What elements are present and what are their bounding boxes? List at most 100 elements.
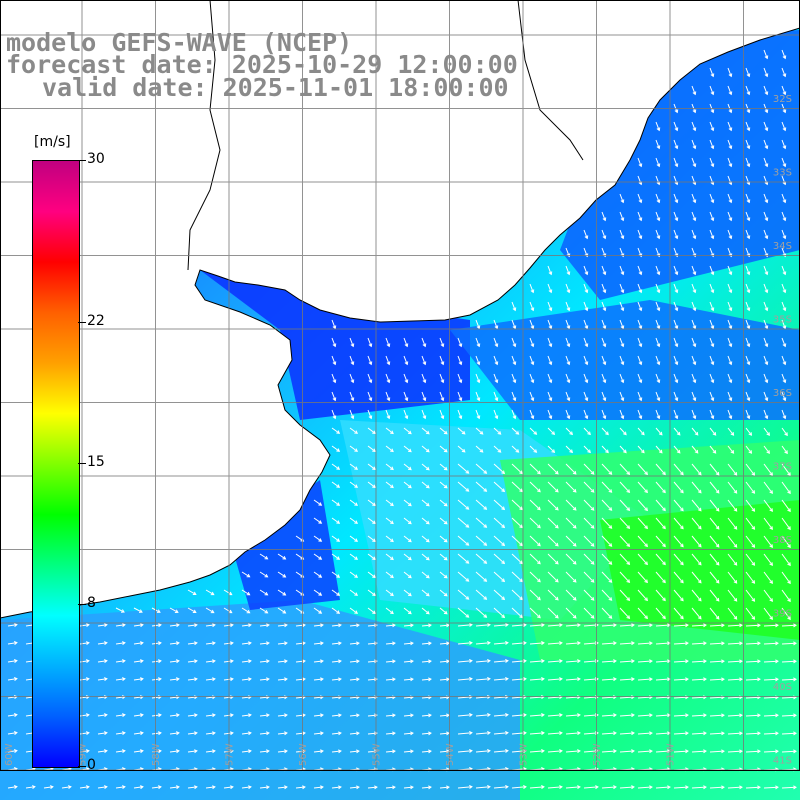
wind-arrow-head (638, 307, 643, 312)
wind-arrow-head (559, 713, 563, 718)
wind-arrow-head (662, 489, 666, 494)
wind-arrow-head (425, 448, 430, 453)
wind-arrow (655, 391, 660, 401)
wind-arrow (529, 553, 541, 565)
wind-arrow-head (443, 574, 448, 579)
wind-arrow-head (638, 271, 643, 276)
wind-arrow-head (782, 343, 787, 348)
wind-arrow-head (318, 592, 323, 596)
wind-arrow (601, 696, 616, 699)
wind-arrow (331, 391, 336, 401)
wind-arrow (259, 714, 269, 717)
wind-arrow (475, 391, 480, 401)
wind-arrow-head (530, 361, 535, 366)
wind-arrow (439, 624, 450, 627)
wind-arrow-head (410, 659, 414, 664)
wind-arrow (187, 696, 197, 699)
wind-arrow (691, 301, 696, 311)
wind-arrow (583, 301, 588, 311)
wind-arrow-head (548, 271, 553, 276)
wind-arrow-head (757, 659, 761, 664)
wind-arrow-head (626, 561, 631, 566)
wind-arrow-head (640, 449, 645, 454)
wind-arrow-head (446, 677, 450, 682)
wind-arrow-head (157, 713, 162, 718)
wind-arrow (781, 301, 786, 311)
wind-arrow-head (407, 592, 412, 597)
wind-arrow-head (501, 506, 506, 511)
wind-arrow-head (193, 659, 198, 664)
wind-arrow (745, 301, 750, 311)
wind-arrow (691, 373, 696, 383)
wind-arrow (583, 283, 588, 293)
wind-arrow-head (584, 325, 589, 330)
wind-arrow (673, 607, 684, 619)
wind-arrow (133, 607, 143, 613)
wind-arrow-head (554, 488, 559, 493)
wind-arrow (385, 678, 396, 681)
wind-arrow (781, 678, 797, 681)
wind-arrow-head (483, 560, 488, 564)
wind-arrow-head (284, 713, 288, 718)
wind-arrow (205, 642, 215, 645)
wind-arrow (475, 517, 487, 528)
wind-arrow (763, 642, 779, 645)
wind-arrow-head (13, 731, 18, 735)
wind-arrow (619, 265, 624, 275)
wind-arrow (727, 696, 743, 699)
wind-arrow-head (350, 343, 355, 348)
graticule (0, 0, 800, 771)
wind-arrow-head (85, 731, 90, 736)
wind-arrow (673, 229, 678, 239)
wind-arrow-head (407, 520, 412, 525)
wind-arrow (529, 301, 534, 311)
wind-arrow (7, 660, 17, 663)
wind-arrow (691, 157, 696, 167)
wind-arrow-head (265, 713, 270, 718)
wind-arrow-head (638, 217, 643, 222)
wind-arrow-head (620, 289, 625, 294)
wind-arrow (439, 355, 444, 365)
wind-arrow (727, 786, 743, 789)
wind-arrow-head (476, 379, 481, 384)
wind-arrow (403, 696, 414, 699)
wind-arrow (601, 391, 606, 401)
wind-arrow-head (247, 677, 252, 682)
wind-arrow-head (733, 489, 738, 494)
wind-arrow (763, 193, 768, 203)
wind-arrow-head (692, 271, 697, 276)
wind-arrow (727, 732, 743, 735)
wind-arrow (277, 660, 287, 663)
wind-arrow-head (728, 235, 733, 240)
wind-arrow (637, 373, 642, 383)
wind-arrow (601, 301, 606, 311)
wind-arrow (673, 624, 689, 627)
wind-arrow (493, 481, 505, 492)
wind-arrow-head (764, 127, 769, 132)
wind-arrow (601, 714, 616, 717)
colorbar-tick-label: 0 (87, 757, 96, 773)
wind-arrow-head (443, 466, 448, 471)
wind-arrow-head (356, 731, 360, 736)
wind-arrow (79, 660, 89, 663)
wind-arrow-head (728, 91, 733, 96)
wind-arrow-head (443, 520, 448, 525)
wind-arrow-head (483, 596, 488, 600)
wind-arrow-head (336, 574, 341, 578)
wind-arrow (439, 642, 450, 645)
wind-arrow-head (764, 397, 769, 402)
wind-arrow-head (680, 525, 684, 530)
wind-arrow (151, 624, 161, 627)
wind-arrow (763, 139, 768, 149)
wind-arrow-head (354, 592, 359, 596)
wind-arrow (691, 786, 707, 789)
wind-arrow (691, 589, 702, 602)
wind-arrow-head (775, 623, 779, 628)
wind-arrow (241, 607, 250, 614)
wind-arrow (547, 355, 552, 365)
wind-arrow (457, 607, 469, 618)
wind-arrow (583, 319, 588, 329)
wind-arrow-head (458, 361, 463, 366)
wind-arrow (421, 678, 432, 681)
wind-arrow-head (692, 397, 697, 402)
